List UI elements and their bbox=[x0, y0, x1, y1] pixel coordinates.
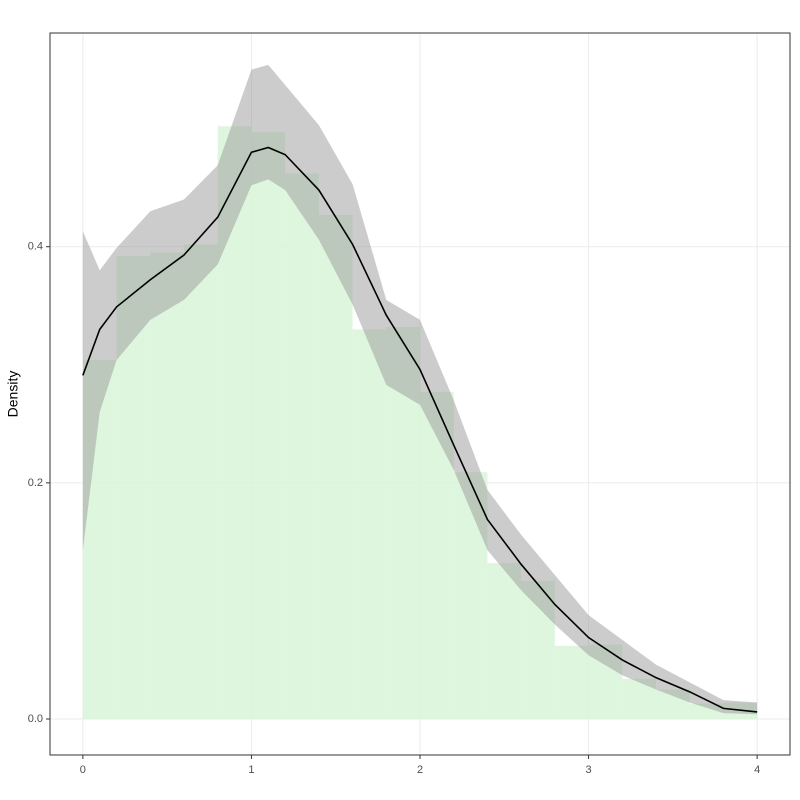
histogram-bar bbox=[487, 563, 522, 719]
y-axis-title: Density bbox=[5, 371, 21, 418]
x-tick-label: 4 bbox=[754, 764, 760, 776]
x-tick-label: 1 bbox=[248, 764, 254, 776]
histogram-bar bbox=[554, 645, 589, 719]
plot-area bbox=[50, 33, 790, 755]
histogram-bar bbox=[352, 329, 387, 719]
y-tick-label: 0.0 bbox=[28, 713, 43, 725]
histogram-bar bbox=[184, 244, 218, 719]
histogram-bar bbox=[318, 214, 353, 719]
y-tick-label: 0.2 bbox=[28, 477, 43, 489]
x-tick-label: 0 bbox=[80, 764, 86, 776]
histogram-bar bbox=[285, 173, 319, 719]
x-tick-label: 2 bbox=[417, 764, 423, 776]
confidence-band bbox=[82, 64, 758, 715]
histogram-bar bbox=[251, 132, 286, 719]
density-line bbox=[82, 146, 758, 713]
histogram-bar bbox=[150, 252, 185, 719]
x-tick-label: 3 bbox=[586, 764, 592, 776]
y-tick-label: 0.4 bbox=[28, 241, 43, 253]
